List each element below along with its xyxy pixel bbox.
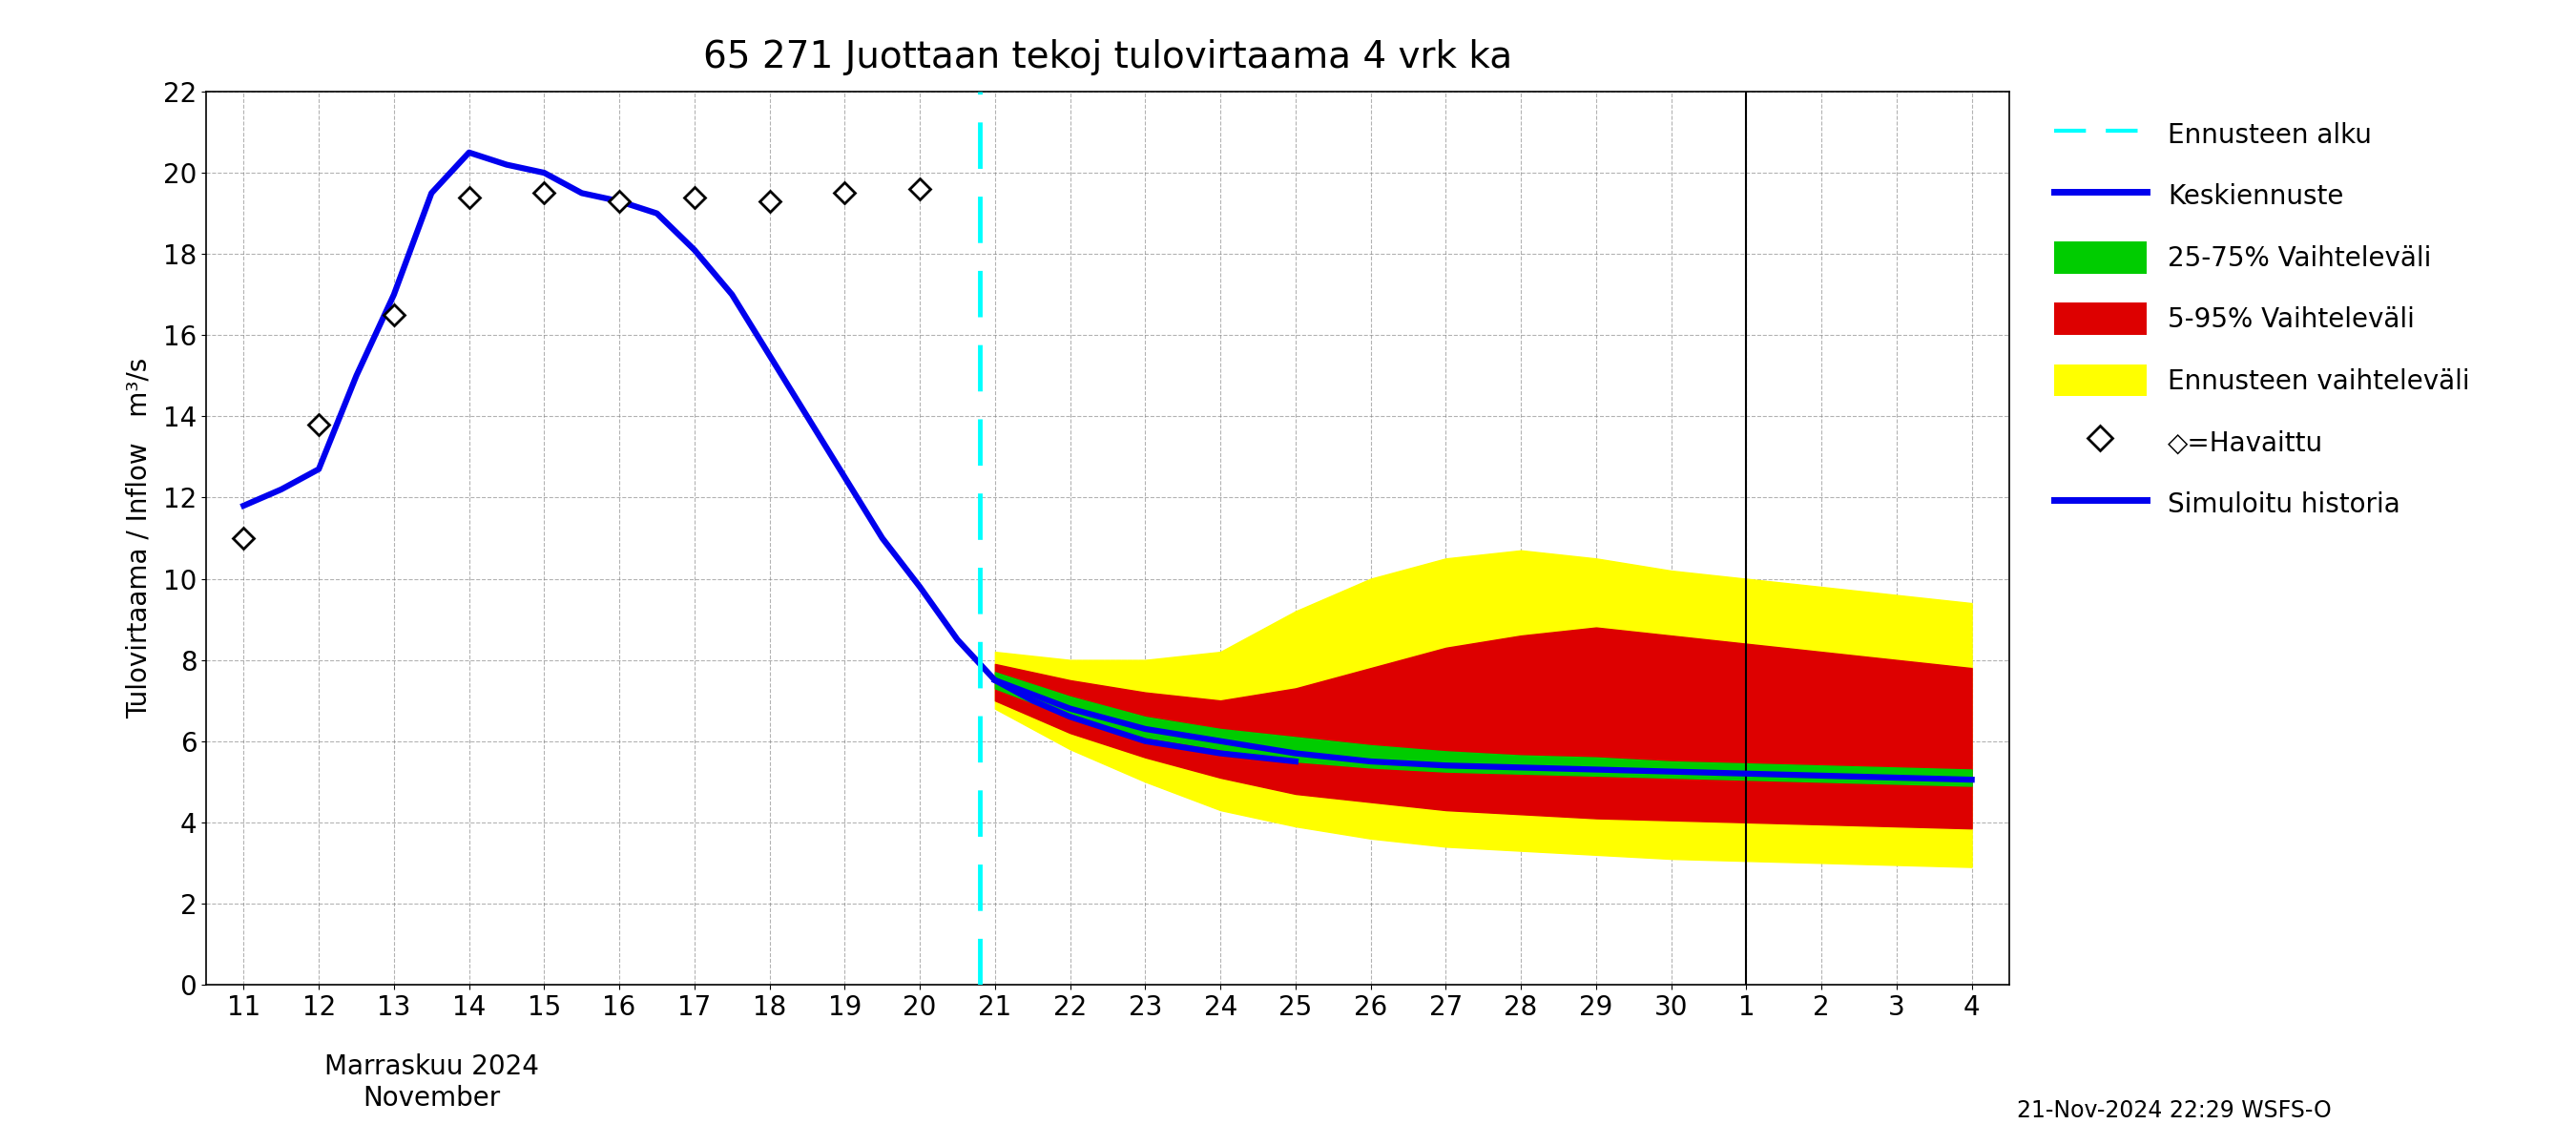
Y-axis label: Tulovirtaama / Inflow   m³/s: Tulovirtaama / Inflow m³/s bbox=[126, 357, 152, 719]
Title: 65 271 Juottaan tekoj tulovirtaama 4 vrk ka: 65 271 Juottaan tekoj tulovirtaama 4 vrk… bbox=[703, 39, 1512, 76]
Legend: Ennusteen alku, Keskiennuste, 25-75% Vaihteleväli, 5-95% Vaihteleväli, Ennusteen: Ennusteen alku, Keskiennuste, 25-75% Vai… bbox=[2040, 105, 2483, 532]
Text: 21-Nov-2024 22:29 WSFS-O: 21-Nov-2024 22:29 WSFS-O bbox=[2017, 1099, 2331, 1122]
Text: Marraskuu 2024
November: Marraskuu 2024 November bbox=[325, 1053, 538, 1112]
